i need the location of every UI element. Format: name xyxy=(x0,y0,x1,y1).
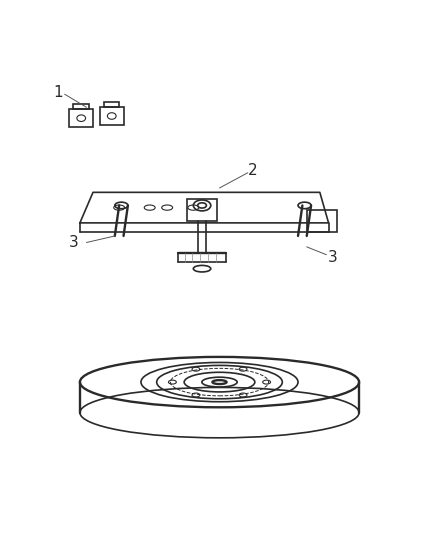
Text: 3: 3 xyxy=(68,235,78,250)
Text: 1: 1 xyxy=(53,85,63,100)
Text: 2: 2 xyxy=(247,163,256,178)
Text: 3: 3 xyxy=(327,251,337,265)
